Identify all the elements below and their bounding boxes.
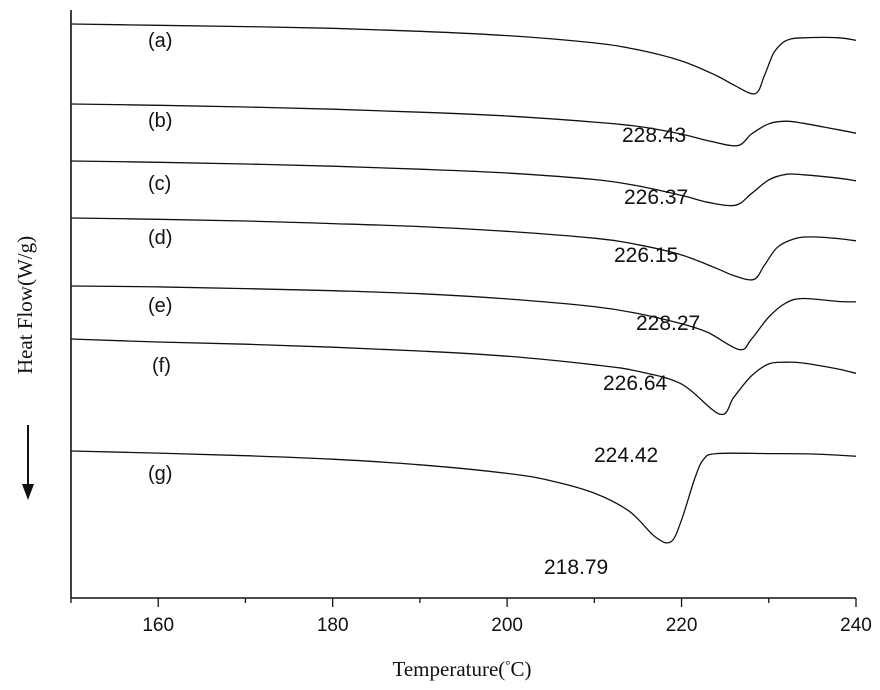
series-line-f	[70, 338, 857, 416]
series-label: (e)	[148, 295, 172, 317]
peak-temperature-label: 226.64	[603, 372, 668, 395]
y-axis-title: Heat Flow(W/g)	[13, 236, 37, 374]
peak-temperature-label: 224.42	[594, 444, 658, 467]
peak-temperature-label: 226.15	[614, 244, 678, 267]
peak-temperature-label: 228.43	[622, 124, 686, 147]
series-line-b	[70, 103, 857, 147]
series-line-e	[70, 285, 857, 351]
series-label: (g)	[148, 463, 172, 485]
peak-temperature-label: 226.37	[624, 186, 688, 209]
series-line-d	[70, 217, 857, 281]
series-label: (b)	[148, 110, 172, 132]
series-line-a	[70, 23, 857, 95]
series-label: (c)	[148, 173, 171, 195]
x-tick-label: 220	[666, 615, 698, 636]
series-label: (f)	[152, 355, 171, 377]
down-arrow-icon	[22, 425, 34, 500]
series-line-c	[70, 160, 857, 207]
x-tick-label: 160	[142, 615, 174, 636]
axes-frame	[70, 10, 856, 599]
series-line-g	[70, 450, 857, 544]
x-tick-label: 240	[840, 615, 872, 636]
peak-temperature-label: 228.27	[636, 312, 700, 335]
x-axis-title: Temperature(°C)	[393, 657, 532, 682]
x-tick-label: 200	[491, 615, 523, 636]
peak-temperature-label: 218.79	[544, 556, 608, 579]
x-tick-label: 180	[317, 615, 349, 636]
series-label: (a)	[148, 30, 172, 52]
series-label: (d)	[148, 227, 172, 249]
